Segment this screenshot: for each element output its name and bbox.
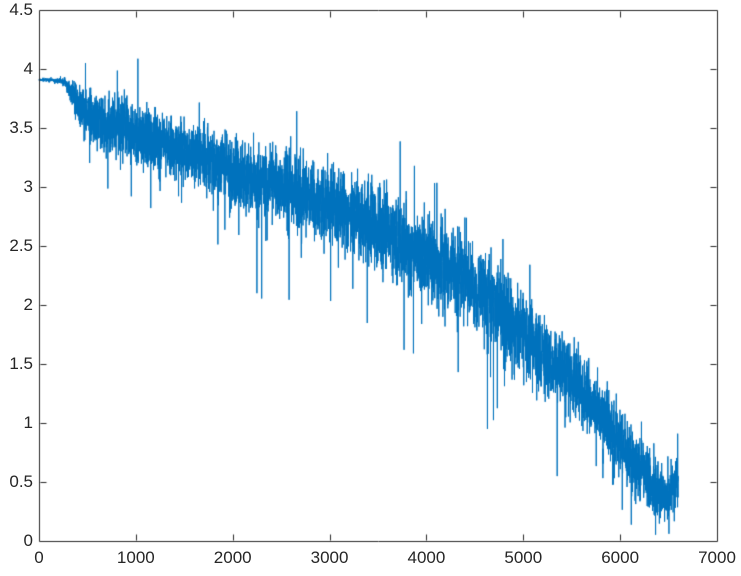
y-tick-label: 2.5 <box>9 236 33 255</box>
y-tick-label: 0.5 <box>9 472 33 491</box>
x-tick-label: 0 <box>34 548 44 567</box>
y-tick-label: 3 <box>23 177 33 196</box>
y-tick-label: 1 <box>23 413 33 432</box>
y-tick-label: 1.5 <box>9 354 33 373</box>
y-tick-label: 2 <box>23 295 33 314</box>
x-tick-label: 5000 <box>504 548 543 567</box>
x-tick-label: 7000 <box>698 548 736 567</box>
x-tick-label: 2000 <box>213 548 252 567</box>
x-tick-label: 3000 <box>310 548 349 567</box>
y-tick-label: 4.5 <box>9 0 33 19</box>
y-tick-label: 3.5 <box>9 118 33 137</box>
y-tick-label: 0 <box>23 531 33 550</box>
x-tick-label: 6000 <box>601 548 640 567</box>
x-tick-label: 4000 <box>407 548 446 567</box>
x-tick-label: 1000 <box>116 548 155 567</box>
y-tick-label: 4 <box>23 59 33 78</box>
